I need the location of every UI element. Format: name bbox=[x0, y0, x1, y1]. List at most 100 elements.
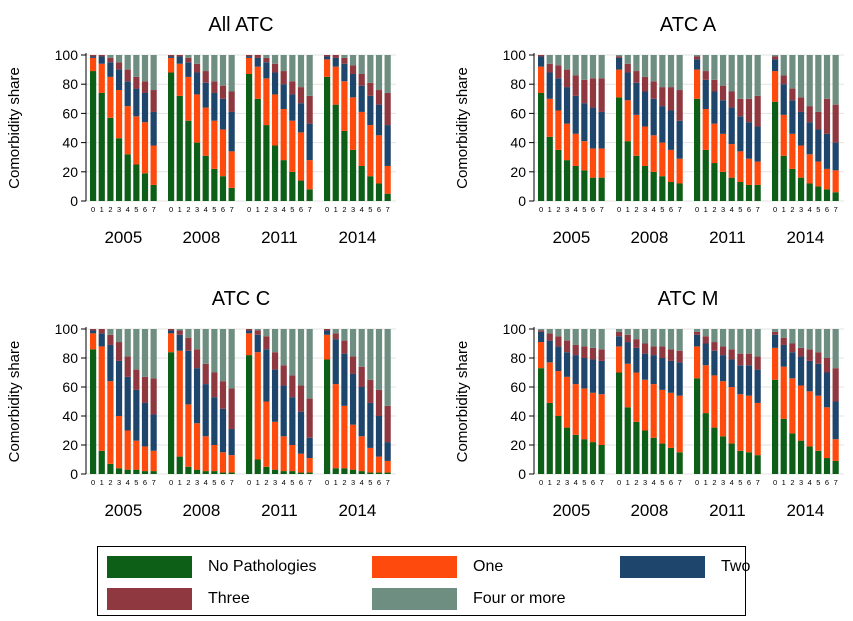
bar-segment-one bbox=[176, 350, 183, 457]
bar-segment-three bbox=[150, 90, 157, 112]
bar-segment-no-pathologies bbox=[676, 183, 683, 201]
bar-segment-three bbox=[367, 82, 374, 96]
chart-title: All ATC bbox=[208, 14, 273, 36]
x-tick-label: 5 bbox=[290, 478, 294, 487]
bar-segment-no-pathologies bbox=[211, 471, 218, 474]
bar-segment-one bbox=[324, 59, 331, 77]
bar-segment-four-or-more bbox=[185, 55, 192, 58]
x-tick-label: 4 bbox=[808, 205, 812, 214]
bar-segment-four-or-more bbox=[676, 329, 683, 351]
bar-segment-no-pathologies bbox=[349, 149, 357, 201]
legend-label: Two bbox=[721, 558, 751, 575]
bar-segment-four-or-more bbox=[384, 329, 391, 406]
bar-segment-two bbox=[797, 356, 805, 386]
bar-segment-one bbox=[271, 94, 279, 146]
bar-segment-four-or-more bbox=[546, 55, 553, 64]
x-tick-label: 6 bbox=[221, 205, 225, 214]
legend-item-three: Three bbox=[107, 587, 250, 611]
bar-segment-no-pathologies bbox=[384, 193, 391, 201]
bar-segment-two bbox=[538, 56, 545, 67]
x-tick-label: 1 bbox=[626, 205, 630, 214]
x-tick-label: 6 bbox=[825, 478, 829, 487]
bar-segment-no-pathologies bbox=[176, 95, 183, 201]
bar-segment-one bbox=[555, 110, 562, 150]
y-tick-label: 20 bbox=[62, 437, 78, 453]
bar-segment-four-or-more bbox=[280, 329, 287, 366]
bar-segment-two bbox=[193, 368, 201, 424]
bar-segment-two bbox=[806, 360, 813, 392]
bar-segment-no-pathologies bbox=[384, 472, 391, 474]
bar-segment-one bbox=[263, 78, 270, 126]
group-label: 2014 bbox=[338, 501, 376, 520]
bar-segment-three bbox=[297, 87, 305, 104]
bar-segment-two bbox=[133, 88, 140, 117]
bar-segment-two bbox=[650, 355, 657, 385]
bar-segment-two bbox=[676, 362, 683, 396]
bar-segment-two bbox=[711, 91, 718, 124]
bar-segment-three bbox=[581, 346, 588, 358]
bar-segment-no-pathologies bbox=[193, 469, 201, 474]
bar-segment-four-or-more bbox=[832, 55, 839, 105]
bar-segment-two bbox=[280, 84, 287, 110]
bar-segment-one bbox=[546, 362, 553, 403]
bar-segment-two bbox=[832, 142, 839, 171]
y-tick-label: 40 bbox=[62, 135, 78, 151]
x-tick-label: 4 bbox=[360, 478, 364, 487]
bar-segment-one bbox=[598, 394, 605, 445]
bar-segment-no-pathologies bbox=[124, 154, 131, 201]
bar-segment-one bbox=[384, 165, 391, 194]
bar-segment-no-pathologies bbox=[823, 458, 831, 474]
bar-segment-no-pathologies bbox=[823, 189, 831, 201]
bar-segment-no-pathologies bbox=[306, 189, 313, 201]
bar-segment-two bbox=[694, 334, 701, 347]
bar-segment-four-or-more bbox=[581, 55, 588, 80]
bar-segment-four-or-more bbox=[719, 329, 727, 347]
bar-segment-three bbox=[780, 75, 787, 85]
bar-segment-three bbox=[375, 90, 383, 105]
bar-segment-three bbox=[780, 337, 787, 345]
x-tick-label: 1 bbox=[704, 478, 708, 487]
bar-segment-three bbox=[797, 97, 805, 112]
bar-segment-two bbox=[358, 85, 365, 112]
x-tick-label: 4 bbox=[808, 478, 812, 487]
bar-segment-one bbox=[737, 151, 744, 183]
bar-segment-three bbox=[823, 98, 831, 134]
bar-segment-two bbox=[546, 72, 553, 99]
bar-segment-three bbox=[176, 330, 183, 335]
bar-segment-four-or-more bbox=[133, 55, 140, 77]
x-tick-label: 4 bbox=[282, 478, 286, 487]
bar-segment-two bbox=[563, 87, 571, 124]
x-tick-label: 7 bbox=[600, 478, 604, 487]
bar-segment-no-pathologies bbox=[107, 117, 114, 201]
bar-segment-one bbox=[694, 346, 701, 379]
x-tick-label: 5 bbox=[368, 478, 372, 487]
x-tick-label: 0 bbox=[773, 478, 777, 487]
bar-segment-one bbox=[358, 111, 365, 166]
x-tick-label: 1 bbox=[334, 205, 338, 214]
bar-segment-two bbox=[633, 82, 640, 115]
bar-segment-one bbox=[219, 452, 227, 473]
bar-segment-four-or-more bbox=[202, 55, 209, 72]
x-tick-label: 0 bbox=[773, 205, 777, 214]
bar-segment-two bbox=[168, 330, 175, 334]
x-tick-label: 0 bbox=[169, 205, 173, 214]
bar-segment-three bbox=[772, 331, 779, 335]
bar-segment-four-or-more bbox=[306, 329, 313, 399]
bar-segment-no-pathologies bbox=[616, 97, 623, 201]
bar-segment-two bbox=[324, 330, 331, 335]
x-tick-label: 7 bbox=[308, 478, 312, 487]
bar-segment-three bbox=[185, 57, 192, 63]
bar-segment-two bbox=[641, 91, 649, 127]
x-tick-label: 7 bbox=[230, 478, 234, 487]
bar-segment-three bbox=[702, 336, 709, 344]
bar-segment-no-pathologies bbox=[263, 466, 270, 474]
bar-segment-one bbox=[246, 57, 253, 74]
bar-segment-one bbox=[150, 450, 157, 472]
bar-segment-two bbox=[598, 360, 605, 395]
bar-segment-three bbox=[711, 342, 718, 351]
bar-segment-three bbox=[711, 79, 718, 92]
bar-segment-four-or-more bbox=[598, 329, 605, 350]
bar-segment-two bbox=[737, 365, 744, 395]
